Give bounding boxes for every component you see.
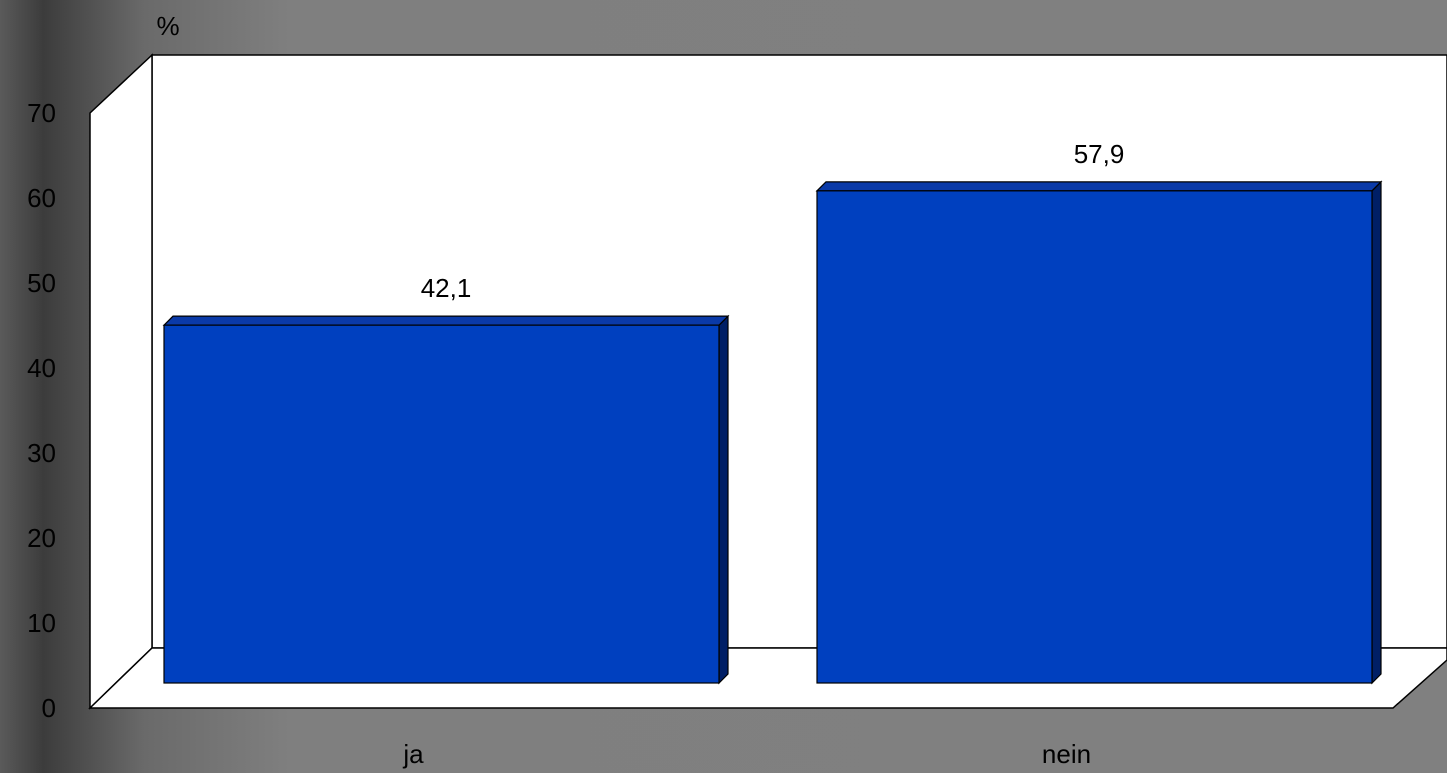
data-label: 42,1 bbox=[421, 273, 472, 303]
y-tick-label: 30 bbox=[27, 438, 56, 468]
bar-side bbox=[718, 314, 729, 685]
x-axis-labels: ja nein bbox=[402, 739, 1091, 769]
y-tick-label: 40 bbox=[27, 353, 56, 383]
bar-top bbox=[815, 181, 1383, 192]
y-axis-ticks: 0 10 20 30 40 50 60 70 bbox=[27, 98, 56, 723]
x-tick-label: ja bbox=[402, 739, 424, 769]
y-axis-label: % bbox=[156, 11, 179, 41]
y-tick-label: 20 bbox=[27, 523, 56, 553]
bar-top bbox=[162, 315, 730, 326]
y-tick-label: 50 bbox=[27, 268, 56, 298]
bar-front bbox=[816, 190, 1373, 684]
bar-front bbox=[163, 324, 720, 684]
x-tick-label: nein bbox=[1042, 739, 1091, 769]
y-tick-label: 70 bbox=[27, 98, 56, 128]
bar bbox=[815, 180, 1383, 685]
side-wall bbox=[89, 53, 153, 710]
y-tick-label: 0 bbox=[42, 693, 56, 723]
y-tick-label: 60 bbox=[27, 183, 56, 213]
y-tick-label: 10 bbox=[27, 608, 56, 638]
bar-side bbox=[1371, 180, 1382, 685]
data-label: 57,9 bbox=[1074, 139, 1125, 169]
bar bbox=[162, 314, 730, 685]
bars: 42,1 57,9 bbox=[162, 139, 1383, 685]
